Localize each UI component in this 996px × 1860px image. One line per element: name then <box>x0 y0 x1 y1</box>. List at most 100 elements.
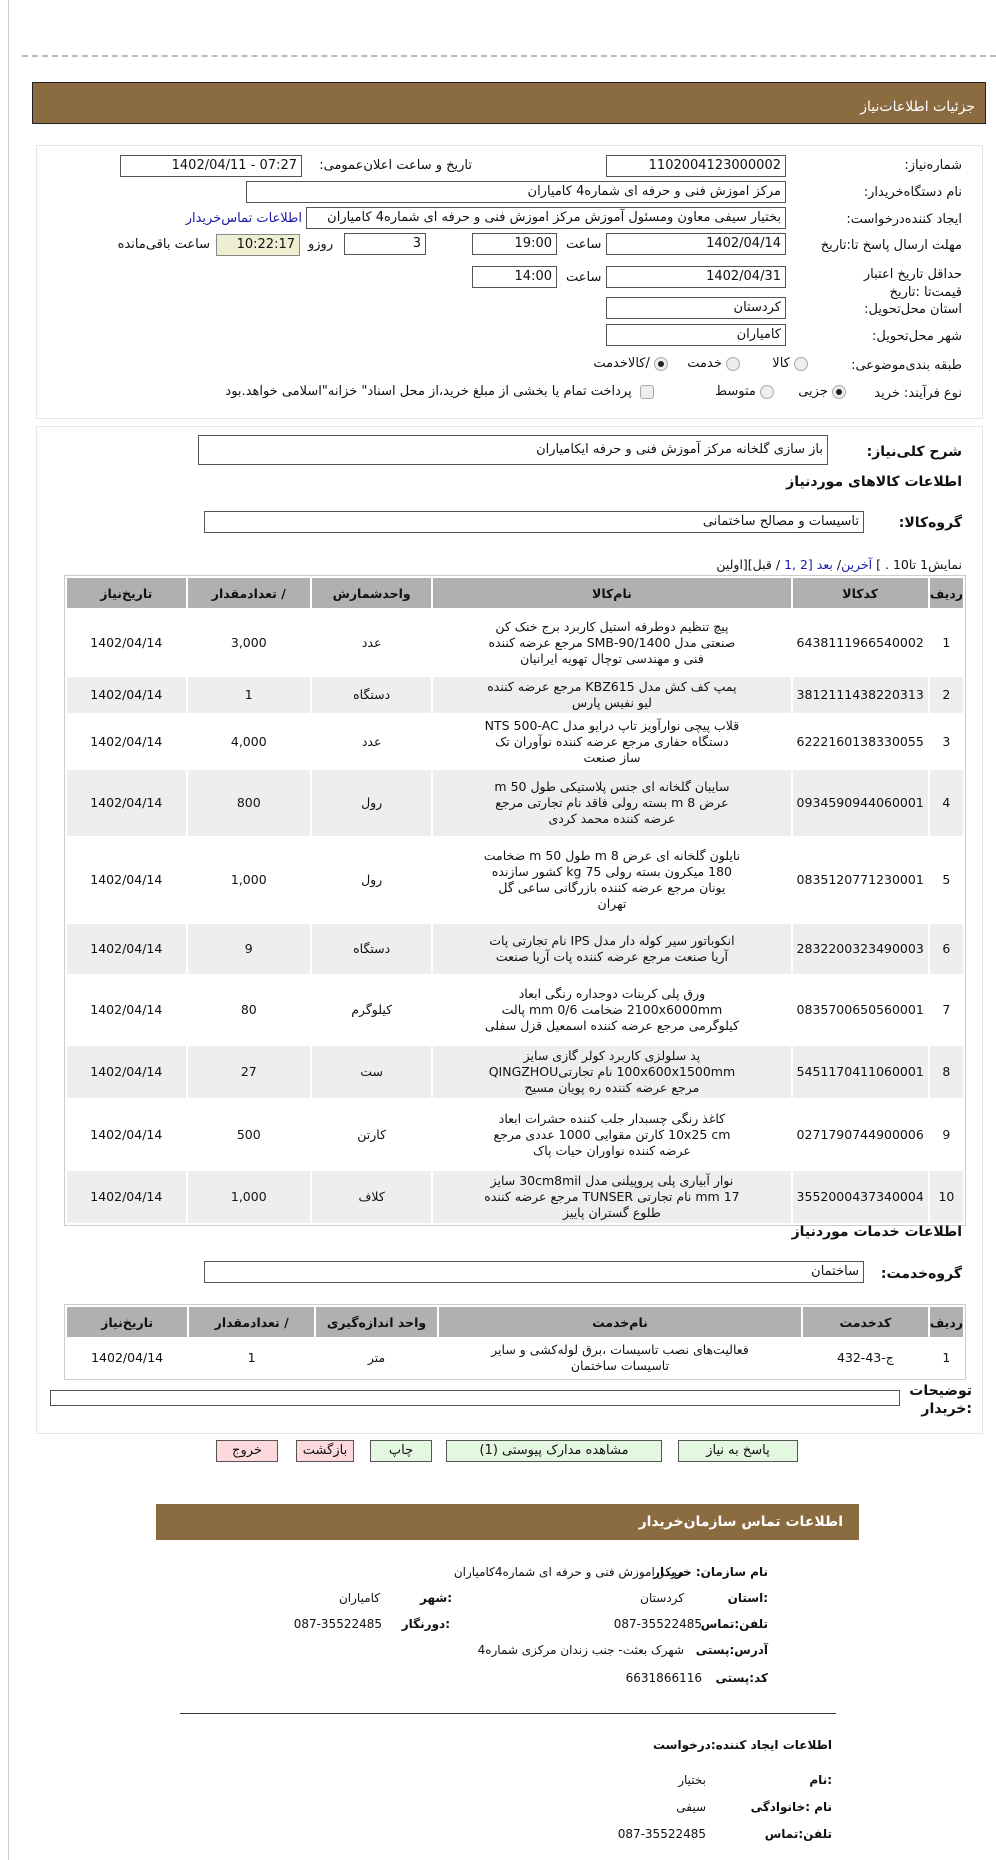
table-cell: 3 <box>942 733 951 749</box>
contact-divider <box>180 1713 836 1714</box>
summary-label: شرح کلی‌نیاز: <box>866 444 962 460</box>
org-value: مرکز اموزش فنی و حرفه ای شماره4کامیاران <box>453 1565 684 1579</box>
table-cell: 0271790744900006 <box>796 1126 924 1142</box>
radio-icon[interactable] <box>760 384 774 399</box>
validity-time-field[interactable]: 14:00 <box>472 266 557 288</box>
family-value: سیفی <box>676 1800 706 1814</box>
table-cell: 80 <box>240 1002 257 1017</box>
pager-last[interactable]: آخرین <box>841 557 873 572</box>
table-cell: 3552000437340004 <box>792 1171 928 1223</box>
table-row[interactable]: 5 0835120771230001 نایلون گلخانه ای عرض 8 … <box>67 838 963 922</box>
name-label: :نام <box>809 1773 832 1787</box>
table-row[interactable]: 7 0835700650560001 ورق پلی کربنات دوجداره … <box>67 976 963 1044</box>
attachments-button[interactable]: مشاهده مدارک پیوستی (1) <box>446 1440 662 1462</box>
process-radio-medium[interactable]: متوسط <box>715 384 774 399</box>
buyer-field[interactable]: مرکز اموزش فنی و حرفه ای شماره4 کامیاران <box>246 181 786 203</box>
goods-group-field[interactable]: تاسیسات و مصالح ساختمانی <box>204 511 864 533</box>
table-cell: 1402/04/14 <box>90 1126 163 1142</box>
print-button[interactable]: چاپ <box>370 1440 432 1462</box>
table-cell: 2 <box>929 677 963 713</box>
table-cell: متر <box>367 1350 386 1365</box>
table-cell: عدد <box>361 733 382 749</box>
table-cell: 500 <box>236 1126 261 1142</box>
table-cell: ج-43-432 <box>836 1350 894 1365</box>
table-cell: رول <box>361 872 383 887</box>
table-cell: قلاب پیچی نوارآویز تاپ درایو مدل NTS 500… <box>484 717 740 765</box>
buyer-contact-link[interactable]: اطلاعات تماس‌خریدار <box>185 211 302 226</box>
deadline-date-field[interactable]: 1402/04/14 <box>606 233 786 255</box>
category-radio-both[interactable]: /کالاخدمت <box>593 356 668 371</box>
summary-field[interactable]: باز سازی گلخانه مرکز آموزش فنی و حرفه ای… <box>198 435 828 465</box>
province-field[interactable]: کردستان <box>606 297 786 319</box>
table-cell: 6222160138330055 <box>796 733 924 749</box>
table-cell: 5 <box>942 872 951 887</box>
creator-phone-label: تلفن:تماس <box>764 1827 832 1841</box>
creator-field[interactable]: بختیار سیفی معاون ومسئول آموزش مرکز اموز… <box>306 207 786 229</box>
table-cell: 1402/04/14 <box>67 677 186 713</box>
treasury-checkbox[interactable]: پرداخت تمام یا بخشی از مبلغ خرید،از محل … <box>225 384 654 399</box>
process-radio-minor[interactable]: جزیی <box>798 384 846 399</box>
days-label: روزو <box>308 237 334 252</box>
buyer-notes-label: توضیحات :خریدار <box>909 1383 972 1417</box>
table-cell: 0835120771230001 <box>796 872 924 887</box>
announce-field[interactable]: 1402/04/11 - 07:27 <box>120 155 302 177</box>
contact-header: اطلاعات تماس سازمان‌خریدار <box>156 1504 859 1540</box>
table-cell: 1402/04/14 <box>90 872 163 887</box>
table-row[interactable]: 4 0934590944060001 سایبان گلخانه ای جنس پل… <box>67 770 963 836</box>
table-cell: 1402/04/14 <box>67 1046 186 1098</box>
table-row[interactable]: 3 6222160138330055 قلاب پیچی نوارآویز تاپ … <box>67 715 963 768</box>
table-cell: پد سلولزی کاربرد کولر گازی سایز 100x600x… <box>433 1046 791 1098</box>
column-header: واحدشمارش <box>311 578 432 608</box>
need-number-label: شماره‌نیاز: <box>904 158 962 173</box>
pager-first-prev[interactable]: / قبل][اولین <box>716 557 781 572</box>
table-row[interactable]: 9 0271790744900006 کاغذ رنگی چسبدار جلب کن… <box>67 1100 963 1169</box>
buyer-notes-field[interactable] <box>50 1390 900 1406</box>
deadline-time-label: ساعت <box>566 237 602 252</box>
radio-selected-icon[interactable] <box>832 384 846 399</box>
left-border <box>8 0 9 1860</box>
pager-text: نمایش1 تا10 . ] <box>876 557 962 572</box>
column-header: نام‌خدمت <box>439 1307 801 1337</box>
table-cell: ورق پلی کربنات دوجداره رنگی ابعاد 2100x6… <box>484 986 739 1033</box>
table-row[interactable]: 10 3552000437340004 نوار آبیاری پلی پروپیل… <box>67 1171 963 1223</box>
table-cell: 1402/04/14 <box>91 1350 164 1365</box>
reply-button[interactable]: پاسخ به نیاز <box>678 1440 798 1462</box>
validity-date-field[interactable]: 1402/04/31 <box>606 266 786 288</box>
city-value: کامیاران <box>338 1591 380 1605</box>
deadline-time-field[interactable]: 19:00 <box>472 233 557 255</box>
table-row[interactable]: 6 2832200323490003 انکوباتور سیر کوله دار … <box>67 924 963 974</box>
category-radio-service[interactable]: خدمت <box>687 356 740 371</box>
pager-pages[interactable]: [2 ,1 <box>784 557 813 572</box>
days-field[interactable]: 3 <box>344 233 426 255</box>
table-cell: 1402/04/14 <box>90 634 163 650</box>
checkbox-icon[interactable] <box>640 384 654 399</box>
table-cell: کارتن <box>357 1126 387 1142</box>
table-cell: کاغذ رنگی چسبدار جلب کننده حشرات ابعاد 1… <box>493 1110 731 1158</box>
radio-icon[interactable] <box>794 356 808 371</box>
pager-next[interactable]: بعد <box>816 557 833 572</box>
fax-value: 087-35522485 <box>293 1617 382 1631</box>
radio-label: جزیی <box>798 384 828 399</box>
table-cell: 3812111438220313 <box>792 677 928 713</box>
table-row[interactable]: 8 5451170411060001 پد سلولزی کاربرد کولر گ… <box>67 1046 963 1098</box>
table-cell: دستگاه <box>311 677 432 713</box>
services-title: اطلاعات خدمات موردنیاز <box>791 1224 962 1240</box>
table-cell: ست <box>311 1046 432 1098</box>
table-row[interactable]: 1 6438111966540002 پیچ تنظیم دوطرفه استیل … <box>67 610 963 675</box>
services-group-field[interactable]: ساختمان <box>204 1261 864 1283</box>
column-header: کدکالا <box>792 578 928 608</box>
postal-label: کد:پستی <box>715 1671 768 1685</box>
exit-button[interactable]: خروج <box>216 1440 278 1462</box>
radio-icon[interactable] <box>726 356 740 371</box>
back-button[interactable]: بازگشت <box>296 1440 354 1462</box>
province-label: :استان <box>727 1591 768 1605</box>
table-row[interactable]: 2 3812111438220313 پمپ کف کش مدل KBZ615 مر… <box>67 677 963 713</box>
city-field[interactable]: کامیاران <box>606 324 786 346</box>
category-radio-goods[interactable]: کالا <box>772 356 808 371</box>
table-cell: 1,000 <box>187 1171 310 1223</box>
table-row[interactable]: 1 ج-43-432 فعالیت‌های نصب تاسیسات ،برق لول… <box>67 1339 963 1377</box>
need-number-field[interactable]: 1102004123000002 <box>606 155 786 177</box>
table-cell: 1402/04/14 <box>67 770 186 836</box>
radio-selected-icon[interactable] <box>654 356 668 371</box>
radio-label: /کالاخدمت <box>593 356 650 371</box>
